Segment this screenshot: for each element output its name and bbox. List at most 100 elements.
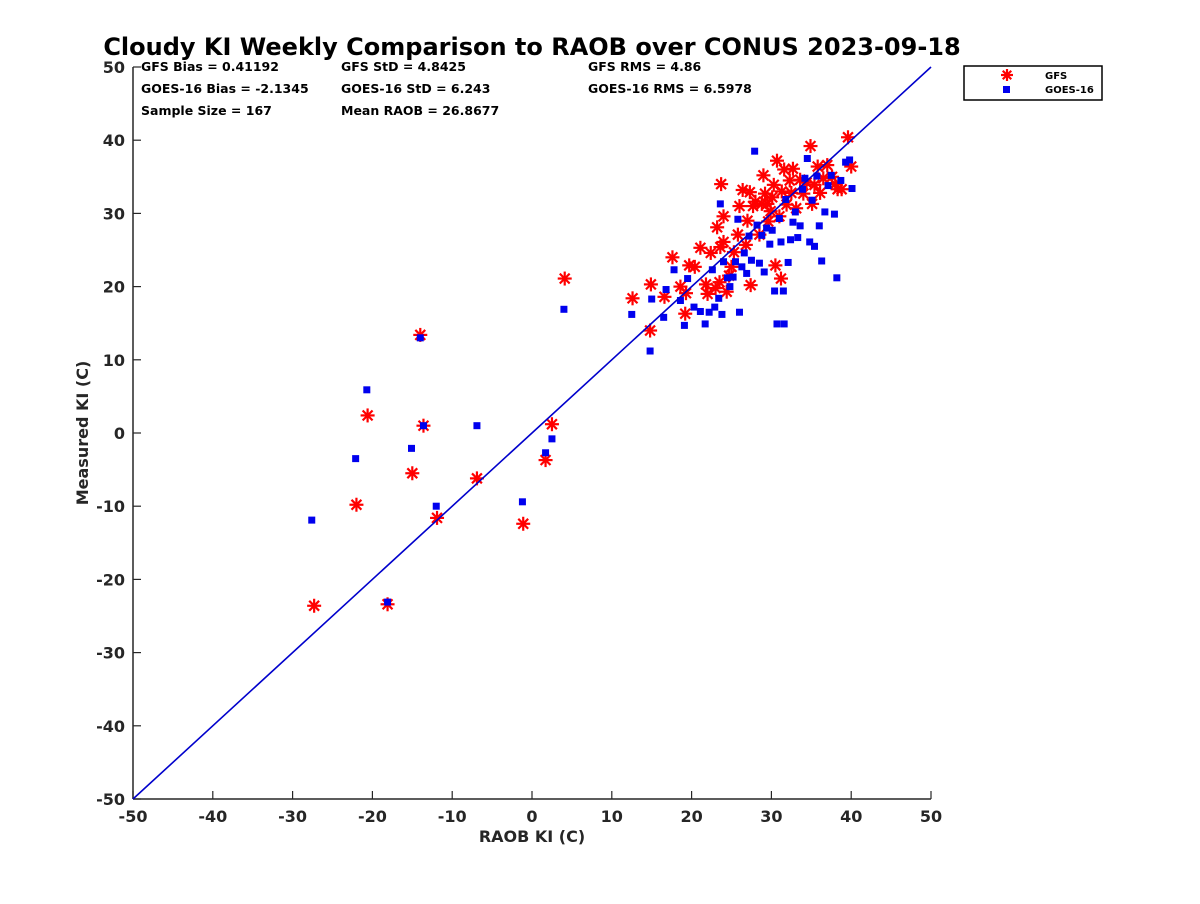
goes-point: [518, 498, 526, 506]
goes-point: [648, 295, 656, 303]
goes-point: [740, 249, 748, 257]
goes-point: [734, 215, 742, 223]
goes-point: [842, 158, 850, 166]
goes-point: [548, 435, 556, 443]
legend-box: [963, 65, 1103, 101]
goes-point: [796, 222, 804, 230]
goes-point: [662, 286, 670, 294]
x-tick-label: -30: [278, 807, 307, 826]
gfs-point: [769, 153, 784, 168]
x-tick-label: -10: [438, 807, 467, 826]
goes-point: [726, 283, 734, 291]
gfs-point: [716, 234, 731, 249]
goes-point: [718, 310, 726, 318]
goes-std-stat: GOES-16 StD = 6.243: [341, 81, 490, 96]
x-tick-label: 40: [840, 807, 862, 826]
goes-point: [791, 208, 799, 216]
goes-point: [408, 444, 416, 452]
goes-point: [724, 274, 732, 282]
goes-point: [352, 455, 360, 463]
goes-point: [808, 196, 816, 204]
y-tick-label: 10: [103, 351, 125, 370]
goes-point: [824, 182, 832, 190]
goes-point: [711, 303, 719, 311]
gfs-point: [516, 516, 531, 531]
goes-point: [419, 422, 427, 430]
goes-point: [789, 218, 797, 226]
goes-rms-stat: GOES-16 RMS = 6.5978: [588, 81, 752, 96]
goes-point: [758, 231, 766, 239]
goes-point: [833, 274, 841, 282]
gfs-point: [678, 306, 693, 321]
goes-point: [784, 258, 792, 266]
plot-area: -50 -40 -30 -20 -10 0 10 20 30 40 50 -50 -40 -30 -20 -1…: [96, 58, 942, 826]
gfs-point: [430, 510, 445, 525]
goes-point: [696, 307, 704, 315]
goes-point: [708, 266, 716, 274]
mean-raob-stat: Mean RAOB = 26.8677: [341, 103, 499, 118]
goes-point: [416, 334, 424, 342]
goes-point: [720, 258, 728, 266]
goes-point: [473, 422, 481, 430]
goes-point: [738, 263, 746, 271]
gfs-point: [716, 209, 731, 224]
goes-point: [830, 210, 838, 218]
gfs-point: [785, 161, 800, 176]
goes-point: [766, 240, 774, 248]
legend-gfs-marker: [1001, 69, 1013, 81]
gfs-point: [360, 408, 375, 423]
gfs-point: [657, 289, 672, 304]
gfs-point: [703, 245, 718, 260]
gfs-point: [643, 277, 658, 292]
goes-point: [753, 221, 761, 229]
goes-point: [799, 185, 807, 193]
goes-point: [701, 320, 709, 328]
y-tick-label: 0: [114, 424, 125, 443]
x-tick-label: -20: [358, 807, 387, 826]
goes-point: [780, 320, 788, 328]
gfs-point: [693, 240, 708, 255]
gfs-point: [807, 177, 822, 192]
y-tick-label: -20: [96, 570, 125, 589]
chart-title: Cloudy KI Weekly Comparison to RAOB over…: [103, 33, 960, 61]
goes-point: [751, 147, 759, 155]
gfs-point: [665, 250, 680, 265]
gfs-point: [710, 220, 725, 235]
y-tick-label: 20: [103, 278, 125, 297]
goes-point: [432, 502, 440, 510]
y-tick-label: -50: [96, 790, 125, 809]
sample-size-stat: Sample Size = 167: [141, 103, 272, 118]
gfs-point: [834, 182, 849, 197]
gfs-point: [740, 213, 755, 228]
gfs-point: [803, 139, 818, 154]
x-tick-label: 20: [680, 807, 702, 826]
goes-point: [815, 222, 823, 230]
gfs-point: [773, 271, 788, 286]
goes-point: [821, 208, 829, 216]
x-axis-label: RAOB KI (C): [479, 827, 585, 846]
gfs-bias-stat: GFS Bias = 0.41192: [141, 59, 279, 74]
goes-point: [743, 269, 751, 277]
gfs-point: [349, 497, 364, 512]
stats-block: GFS Bias = 0.41192 GFS StD = 4.8425 GFS …: [141, 59, 752, 118]
goes-point: [755, 259, 763, 267]
goes-point: [806, 238, 814, 246]
goes-point: [787, 236, 795, 244]
y-tick-label: 40: [103, 131, 125, 150]
goes-point: [775, 215, 783, 223]
goes-point: [363, 386, 371, 394]
goes-point: [735, 308, 743, 316]
gfs-point: [700, 286, 715, 301]
gfs-point: [714, 177, 729, 192]
gfs-point: [742, 185, 757, 200]
gfs-point: [625, 291, 640, 306]
goes-point: [684, 275, 692, 283]
goes-point: [690, 303, 698, 311]
goes-point: [818, 257, 826, 265]
goes-point: [660, 313, 668, 321]
y-tick-label: -40: [96, 717, 125, 736]
gfs-point: [774, 184, 789, 199]
goes-point: [308, 516, 316, 524]
goes-point: [763, 224, 771, 232]
